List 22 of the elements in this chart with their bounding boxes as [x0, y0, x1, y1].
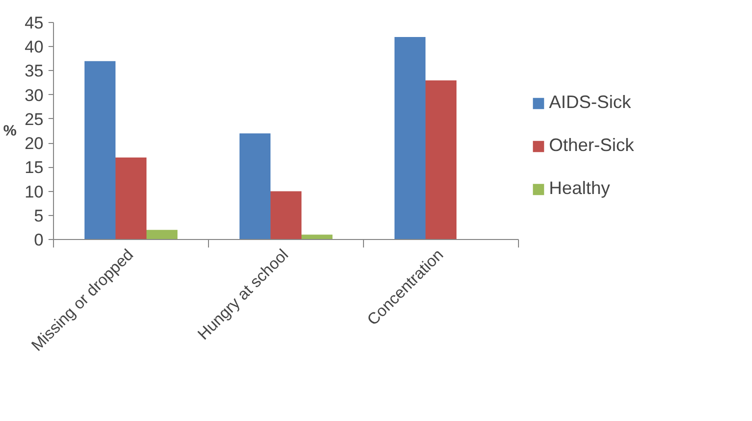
bar: [116, 158, 146, 240]
y-axis-title: %: [3, 122, 17, 140]
y-tick-label: 40: [24, 38, 44, 57]
bar: [146, 230, 178, 240]
y-tick-label: 25: [24, 110, 44, 129]
legend-label: Healthy: [549, 178, 610, 199]
y-tick-label: 10: [24, 182, 44, 202]
y-tick-label: 20: [24, 134, 44, 154]
legend-label: Other-Sick: [549, 135, 634, 156]
bar: [84, 61, 116, 240]
y-tick-label: 0: [34, 230, 44, 250]
bar: [426, 80, 456, 240]
y-tick-label: 45: [24, 14, 44, 32]
bar: [270, 191, 302, 240]
y-tick-label: 5: [34, 206, 44, 226]
y-tick-label: 35: [24, 62, 44, 81]
y-tick-label: 15: [24, 158, 44, 178]
y-tick-label: 30: [24, 86, 44, 105]
legend-label: AIDS-Sick: [549, 92, 632, 113]
bar: [302, 234, 332, 240]
bar: [394, 36, 426, 240]
bar: [240, 133, 270, 240]
